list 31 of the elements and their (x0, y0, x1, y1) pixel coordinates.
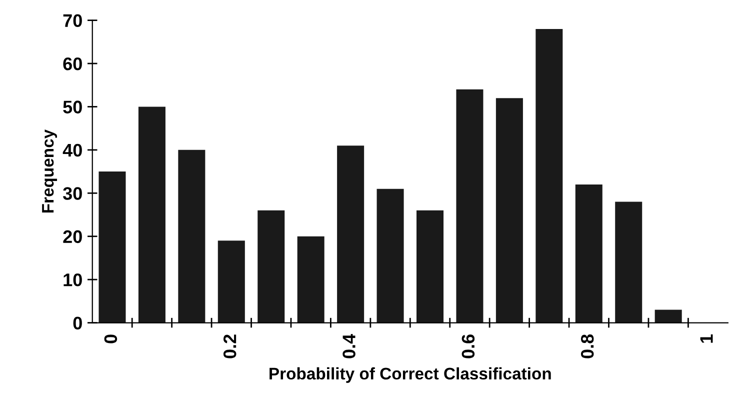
bar (297, 236, 324, 323)
y-tick-label: 0 (73, 316, 82, 330)
y-tick-label: 20 (63, 230, 82, 244)
y-tick-label: 70 (63, 14, 82, 28)
y-tick-label: 50 (63, 100, 82, 114)
bar (178, 150, 206, 323)
x-tick-label: 0 (104, 334, 118, 344)
x-axis-title: Probability of Correct Classification (270, 367, 551, 383)
y-tick-label: 10 (64, 273, 82, 286)
x-tick-label: 0.8 (580, 334, 594, 358)
x-tick-label: 0.6 (462, 334, 475, 358)
y-tick-label: 30 (62, 187, 82, 200)
bar (456, 89, 484, 323)
x-tick-label: 1 (700, 334, 713, 343)
bar (416, 210, 444, 323)
y-tick-label: 40 (62, 144, 82, 157)
bar (337, 146, 364, 323)
bar (615, 202, 642, 323)
y-tick-label: 60 (63, 57, 82, 70)
bar (98, 172, 126, 323)
bar (575, 184, 602, 323)
y-axis-title: Frequency (42, 129, 58, 213)
x-tick-label: 0.4 (342, 334, 356, 358)
bar (496, 98, 523, 323)
bar (218, 240, 245, 323)
bar (258, 210, 285, 323)
bar (536, 28, 563, 323)
x-tick-label: 0.2 (223, 334, 236, 358)
bar (138, 106, 166, 323)
bar (376, 188, 404, 323)
bar (654, 310, 682, 323)
